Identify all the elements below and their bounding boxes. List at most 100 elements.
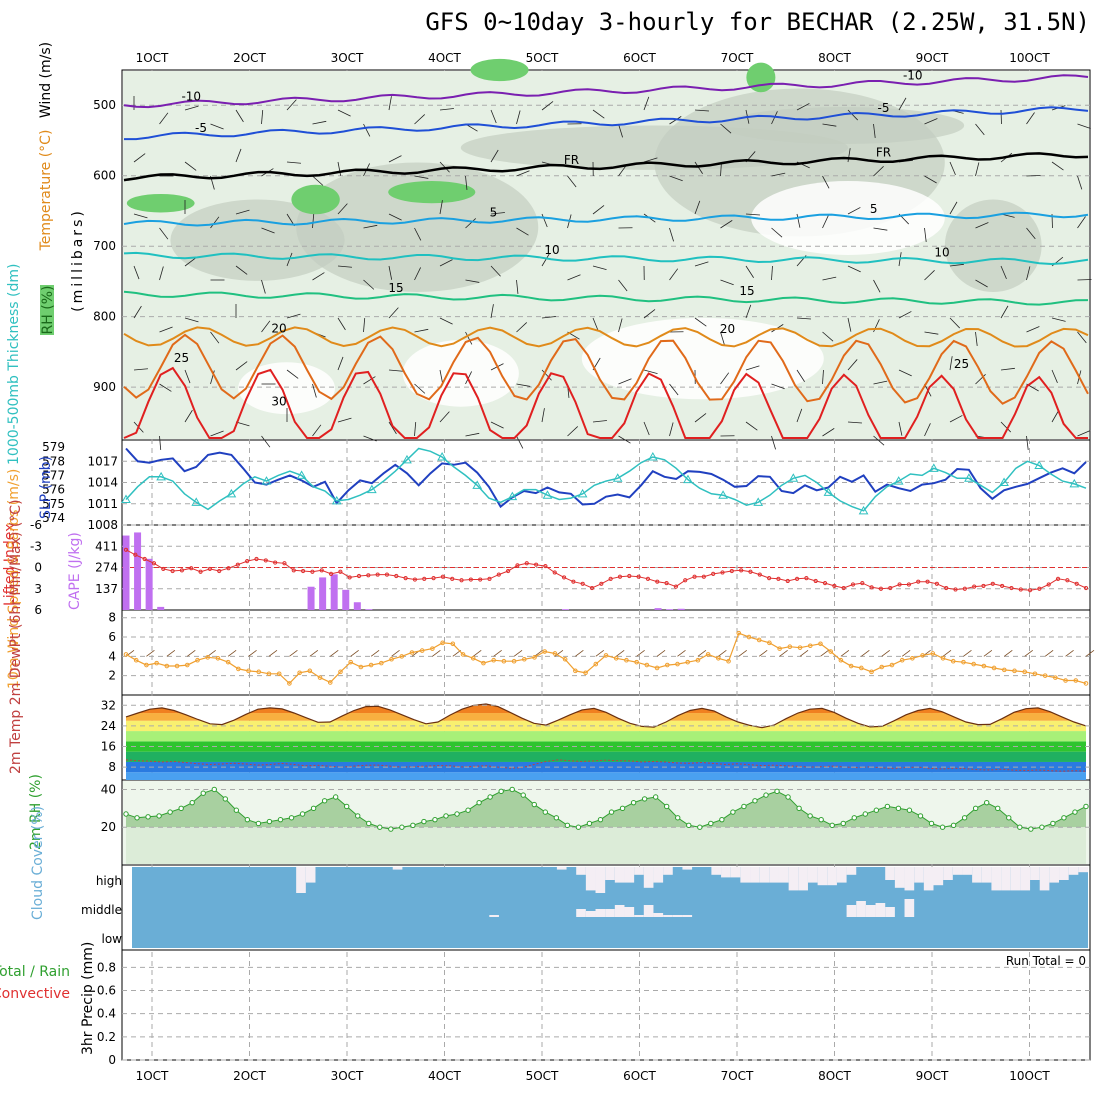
cloud-high-clear — [981, 867, 992, 883]
cloud-middle-clear — [585, 911, 596, 917]
rh-point — [763, 792, 769, 798]
wind-barb — [669, 227, 674, 242]
thickness-marker — [331, 495, 342, 505]
lifted-point — [748, 569, 753, 574]
wind-barb — [261, 110, 264, 125]
lifted-tick: 0 — [34, 561, 42, 575]
surface-barb — [534, 650, 543, 657]
wind-barb — [541, 316, 556, 319]
rh-point — [575, 824, 582, 830]
wind-point — [562, 656, 568, 662]
lifted-tick: 6 — [34, 603, 42, 617]
cloud-middle-clear — [846, 905, 857, 917]
wind-barb — [643, 309, 656, 319]
wind-barb — [439, 200, 443, 215]
thickness-marker — [893, 476, 904, 485]
rh-point — [343, 803, 350, 810]
wind-tick: 2 — [108, 669, 116, 683]
wind-barb — [414, 114, 426, 125]
wind-barb — [490, 109, 497, 124]
wind-barb — [567, 175, 577, 188]
wind-barb — [490, 421, 504, 429]
rh-point — [1028, 826, 1034, 832]
cloud-middle-clear — [595, 909, 606, 917]
wind-barb — [771, 435, 776, 450]
wind-barb — [337, 356, 344, 371]
cloud-high-clear — [798, 867, 808, 891]
surface-barb — [983, 650, 993, 657]
wind-barb — [771, 227, 783, 238]
thickness-marker — [507, 491, 518, 501]
wind-barb — [133, 213, 148, 219]
wind-barb — [1077, 216, 1086, 229]
lifted-point — [701, 574, 706, 579]
wind-point — [767, 640, 772, 646]
wind-point — [287, 681, 292, 686]
cloud-high-clear — [585, 867, 596, 891]
isotherm-label: 25 — [954, 357, 969, 371]
wind-barb — [363, 224, 378, 229]
temp-band — [126, 713, 1086, 721]
isotherm-line — [123, 290, 1089, 306]
wind-barb — [975, 222, 989, 229]
wind-barb — [873, 435, 885, 446]
rh-point — [807, 813, 813, 819]
wind-barb — [465, 175, 468, 190]
wind-point — [1053, 675, 1058, 680]
wind-point — [664, 662, 670, 668]
cape-bar — [330, 574, 338, 610]
lifted-point — [571, 579, 576, 584]
lifted-point — [869, 585, 874, 590]
cloud-high-clear — [595, 867, 606, 893]
lifted-point — [300, 568, 306, 574]
cape-bar — [654, 608, 662, 610]
rh-point — [1006, 815, 1012, 821]
wind-point — [675, 661, 680, 667]
wind-point — [787, 644, 793, 650]
wind-barb — [643, 421, 650, 436]
wind-barb — [669, 422, 674, 437]
isotherm-label: 5 — [490, 206, 498, 220]
x-tick-top: 5OCT — [526, 51, 559, 65]
wind-point — [215, 655, 221, 661]
lifted-point — [263, 558, 268, 563]
lifted-point — [533, 562, 539, 567]
wind-barb — [541, 408, 545, 423]
thickness-marker — [437, 451, 447, 461]
rh-point — [542, 809, 549, 815]
cape-bar — [134, 532, 142, 610]
lifted-point — [878, 586, 884, 591]
wind-barb — [337, 203, 348, 215]
wind-point — [603, 653, 609, 658]
cloud-high-clear — [904, 867, 915, 891]
rh-shade-dark — [388, 181, 476, 204]
cape-bar — [353, 602, 361, 610]
wind-barb — [286, 252, 293, 267]
lifted-point — [151, 561, 157, 566]
lifted-point — [319, 568, 324, 573]
wind-barb — [516, 383, 531, 387]
lifted-point — [822, 580, 828, 586]
cloud-middle-clear — [682, 915, 693, 917]
lifted-point — [1000, 583, 1005, 589]
cloud-middle-clear — [856, 901, 866, 917]
wind-barb — [720, 220, 733, 229]
surface-barb — [779, 650, 788, 657]
thickness-marker — [858, 505, 869, 515]
wind-point — [797, 645, 803, 650]
lifted-point — [226, 566, 231, 571]
cloud-high-clear — [1059, 867, 1069, 880]
wind-barb — [975, 162, 980, 177]
surface-barb — [227, 650, 237, 657]
wind-barb — [847, 265, 861, 273]
rh-point — [498, 788, 504, 795]
thickness-marker — [191, 497, 202, 506]
x-tick-top: 2OCT — [233, 51, 266, 65]
cloud-middle-clear — [624, 907, 635, 917]
thickness-marker — [542, 490, 553, 499]
cloud-high-clear — [817, 867, 828, 886]
wind-barb — [643, 96, 650, 111]
x-tick-top: 3OCT — [331, 51, 364, 65]
rh2m-axis-label: 2m RH (%) — [28, 774, 44, 850]
rh-point — [851, 815, 857, 821]
